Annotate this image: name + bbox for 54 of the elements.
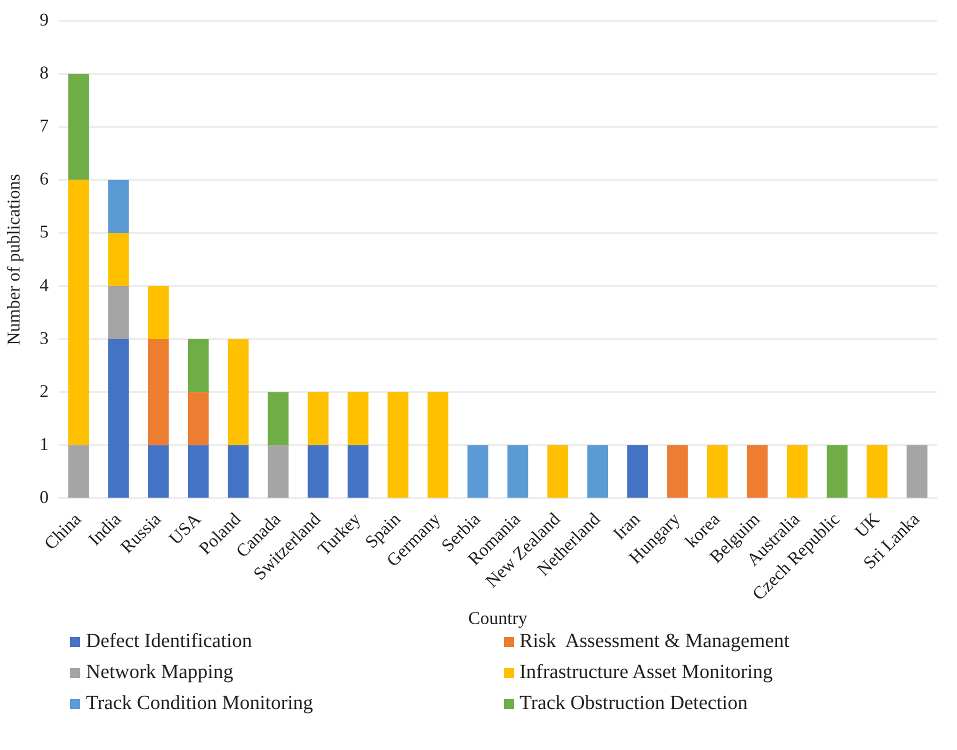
bar bbox=[348, 392, 368, 446]
bar bbox=[188, 339, 209, 392]
legend-label: Track Condition Monitoring bbox=[86, 692, 314, 715]
bar bbox=[507, 445, 528, 498]
y-tick-label: 7 bbox=[40, 116, 49, 136]
bar bbox=[627, 445, 648, 498]
y-axis-title: Number of publications bbox=[4, 174, 24, 345]
bar bbox=[467, 445, 488, 498]
bar bbox=[228, 445, 249, 498]
bar bbox=[148, 286, 169, 340]
x-tick-label: UK bbox=[850, 508, 884, 542]
bar bbox=[68, 180, 89, 446]
y-tick-label: 0 bbox=[40, 486, 49, 507]
y-tick-label: 5 bbox=[40, 222, 49, 242]
bar bbox=[268, 392, 289, 446]
bar bbox=[746, 445, 768, 498]
bar bbox=[148, 445, 169, 498]
bar bbox=[268, 445, 289, 498]
x-axis-title: Country bbox=[468, 608, 528, 628]
bar bbox=[108, 286, 129, 340]
y-tick-label: 1 bbox=[40, 434, 49, 454]
bar bbox=[547, 445, 568, 498]
bar bbox=[228, 339, 249, 446]
bar bbox=[108, 180, 129, 233]
legend-label: Network Mapping bbox=[86, 661, 234, 684]
y-tick-label: 9 bbox=[40, 10, 49, 30]
legend-label: Infrastructure Asset Monitoring bbox=[520, 661, 773, 684]
bar bbox=[667, 445, 688, 498]
bar bbox=[348, 445, 368, 498]
bar bbox=[188, 445, 209, 498]
bar bbox=[68, 74, 89, 180]
y-tick-label: 6 bbox=[40, 168, 49, 189]
bar bbox=[308, 392, 329, 446]
y-tick-label: 2 bbox=[40, 380, 49, 401]
bar bbox=[786, 445, 808, 498]
bar bbox=[188, 392, 209, 446]
bar bbox=[68, 445, 89, 498]
bar bbox=[428, 392, 448, 498]
legend-label: Defect Identification bbox=[86, 630, 252, 653]
y-tick-label: 4 bbox=[40, 274, 49, 295]
bar bbox=[826, 445, 848, 498]
bar bbox=[308, 445, 329, 498]
legend-label: Risk Assessment & Management bbox=[520, 630, 790, 653]
y-tick-label: 8 bbox=[40, 62, 49, 83]
bar bbox=[587, 445, 608, 498]
bar bbox=[388, 392, 408, 498]
y-tick-label: 3 bbox=[40, 328, 49, 348]
bar bbox=[108, 339, 129, 498]
bar bbox=[108, 232, 129, 286]
bar bbox=[866, 445, 888, 498]
bar bbox=[148, 339, 169, 446]
bar bbox=[906, 445, 928, 498]
legend-label: Track Obstruction Detection bbox=[520, 692, 748, 715]
bar bbox=[707, 445, 728, 498]
